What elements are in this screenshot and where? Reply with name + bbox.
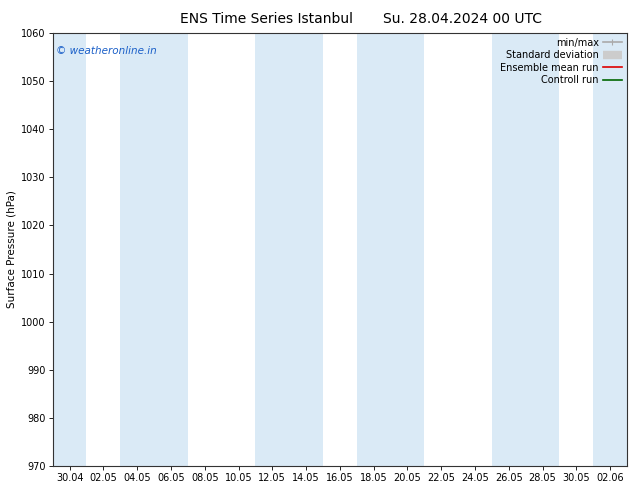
Text: Su. 28.04.2024 00 UTC: Su. 28.04.2024 00 UTC [384, 12, 542, 26]
Bar [492, 33, 559, 466]
Bar [357, 33, 424, 466]
Legend: min/max, Standard deviation, Ensemble mean run, Controll run: min/max, Standard deviation, Ensemble me… [498, 36, 624, 87]
Text: © weatheronline.in: © weatheronline.in [56, 46, 157, 56]
Text: ENS Time Series Istanbul: ENS Time Series Istanbul [180, 12, 353, 26]
Bar [256, 33, 323, 466]
Y-axis label: Surface Pressure (hPa): Surface Pressure (hPa) [7, 191, 17, 309]
Bar [120, 33, 188, 466]
Bar [53, 33, 86, 466]
Bar [593, 33, 627, 466]
